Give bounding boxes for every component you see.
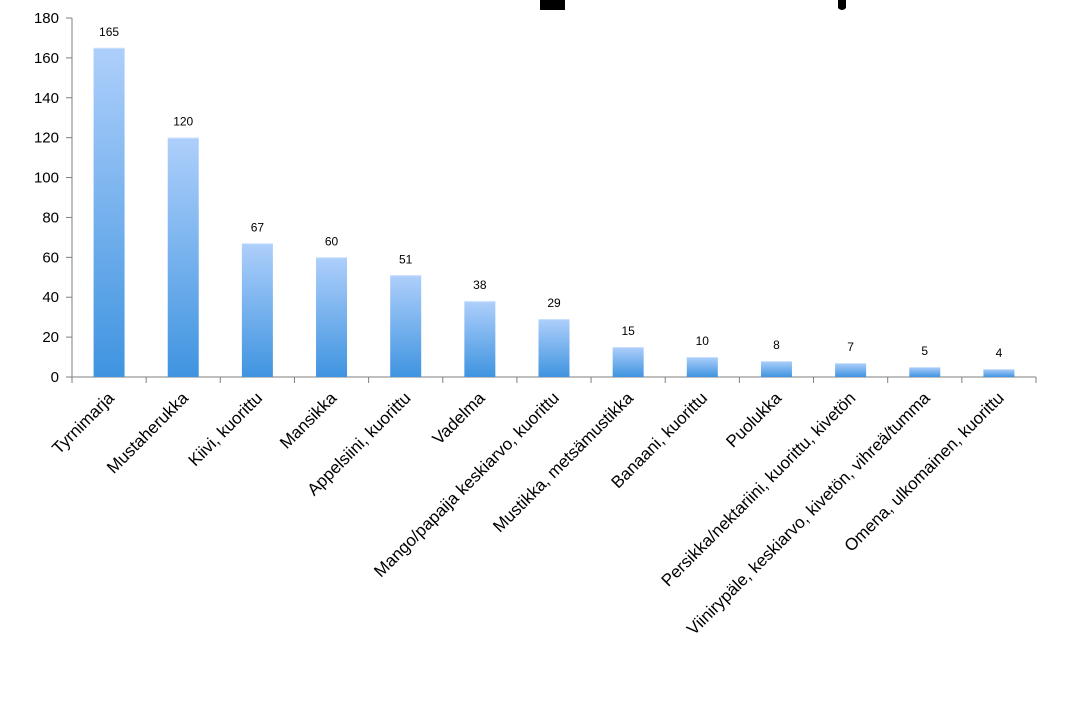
data-label: 15 xyxy=(621,324,635,338)
category-label: Mansikka xyxy=(276,388,341,453)
data-label: 5 xyxy=(921,344,928,358)
category-label: Kiivi, kuorittu xyxy=(185,388,267,470)
category-label: Vadelma xyxy=(429,388,489,448)
data-label: 67 xyxy=(251,220,265,234)
bar xyxy=(760,361,792,377)
y-tick-label: 0 xyxy=(51,369,59,386)
bar xyxy=(612,347,644,377)
bar xyxy=(241,243,273,377)
y-tick-label: 140 xyxy=(34,90,59,107)
bar xyxy=(390,275,422,377)
bar xyxy=(835,363,867,377)
data-label: 165 xyxy=(99,25,119,39)
bar xyxy=(316,257,348,377)
bar xyxy=(464,301,496,377)
data-label: 60 xyxy=(325,234,339,248)
bar xyxy=(538,319,570,377)
y-tick-label: 80 xyxy=(42,209,59,226)
category-label: Mustikka, metsämustikka xyxy=(489,388,637,536)
data-label: 10 xyxy=(696,334,710,348)
category-label: Tyrnimarja xyxy=(48,388,118,458)
data-label: 7 xyxy=(847,340,854,354)
data-label: 29 xyxy=(547,296,561,310)
data-label: 51 xyxy=(399,252,413,266)
data-label: 120 xyxy=(173,115,193,129)
data-label: 8 xyxy=(773,338,780,352)
bars xyxy=(93,47,1015,378)
axes: 0 20 40 60 80 100 120 140 160 180 xyxy=(34,10,1037,386)
y-tick-label: 40 xyxy=(42,289,59,306)
bar xyxy=(686,357,718,377)
category-label: Omena, ulkomainen, kuorittu xyxy=(841,388,1008,555)
y-tick-label: 160 xyxy=(34,50,59,67)
y-tick-label: 120 xyxy=(34,130,59,147)
data-label: 38 xyxy=(473,278,487,292)
y-tick-label: 180 xyxy=(34,10,59,27)
bar xyxy=(983,369,1015,377)
bar xyxy=(167,137,199,377)
y-tick-label: 20 xyxy=(42,329,59,346)
y-tick-label: 100 xyxy=(34,170,59,187)
bar xyxy=(909,367,941,377)
data-label: 4 xyxy=(996,346,1003,360)
cropped-title-fragment xyxy=(540,0,846,10)
y-tick-label: 60 xyxy=(42,249,59,266)
bar xyxy=(93,47,125,378)
category-label: Puolukka xyxy=(722,388,785,451)
